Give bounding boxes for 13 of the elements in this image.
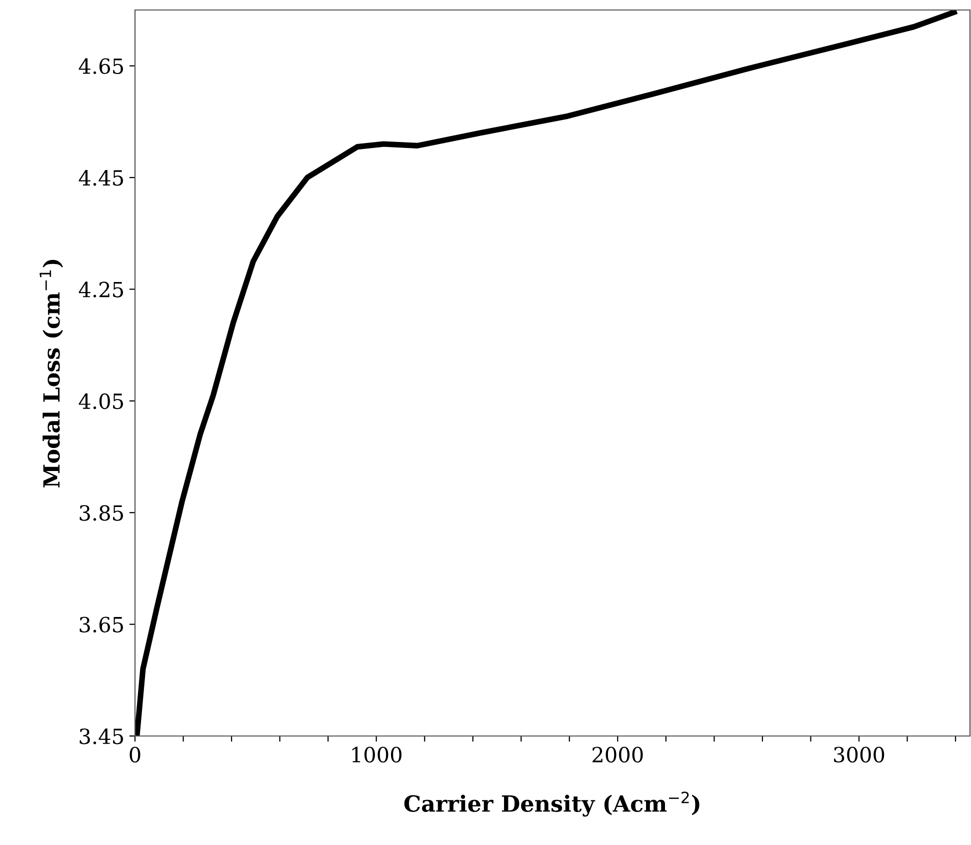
y-tick-label: 4.25 <box>78 282 123 298</box>
y-tick-label: 4.05 <box>78 393 123 410</box>
x-tick-label: 0 <box>130 746 140 763</box>
x-axis-title: Carrier Density (Acm$^{−2}$) <box>404 792 700 817</box>
x-tick-label: 3000 <box>834 746 884 763</box>
y-axis-title: Modal Loss (cm$^{−1}$) <box>40 260 63 488</box>
x-tick-label: 1000 <box>352 746 402 763</box>
x-tick-label: 2000 <box>592 746 643 763</box>
y-tick-label: 4.65 <box>78 58 123 74</box>
y-tick-label: 3.85 <box>80 505 123 521</box>
y-tick-label: 3.45 <box>80 728 123 744</box>
y-tick-label: 3.65 <box>80 616 123 633</box>
y-tick-label: 4.45 <box>78 170 123 186</box>
